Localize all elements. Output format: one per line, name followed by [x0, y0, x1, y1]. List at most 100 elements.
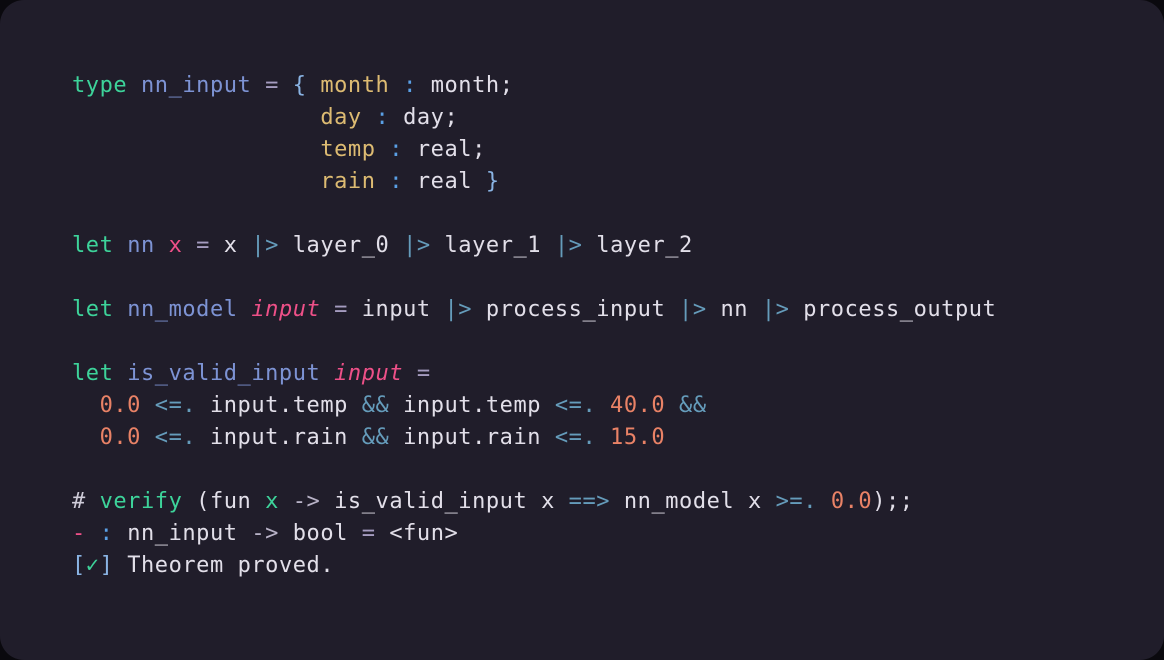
- code-token: [279, 233, 293, 258]
- code-token: [665, 297, 679, 322]
- code-token: [182, 233, 196, 258]
- code-token: day: [320, 105, 362, 130]
- code-token: &&: [679, 393, 707, 418]
- code-token: [472, 297, 486, 322]
- code-token: [376, 169, 390, 194]
- code-token: [789, 297, 803, 322]
- code-token: :: [375, 105, 390, 130]
- code-line: 0.0 <=. input.temp && input.temp <=. 40.…: [72, 390, 1144, 422]
- code-token: [610, 489, 624, 514]
- code-token: [113, 361, 127, 386]
- code-token: month: [320, 73, 390, 98]
- code-token: [665, 393, 679, 418]
- code-token: [403, 169, 417, 194]
- code-token: [762, 489, 776, 514]
- code-token: =: [265, 73, 279, 98]
- code-token: }: [485, 169, 500, 194]
- code-token: [541, 425, 555, 450]
- code-token: [362, 105, 376, 130]
- code-line: [72, 262, 1144, 294]
- code-token: 0.0: [99, 393, 141, 418]
- code-token: layer_1: [444, 233, 542, 258]
- code-token: #: [72, 489, 86, 514]
- code-token: [72, 137, 320, 162]
- code-token: 0.0: [99, 425, 141, 450]
- code-token: [348, 393, 362, 418]
- code-token: 0.0: [830, 489, 873, 514]
- code-token: [: [72, 553, 86, 578]
- code-token: nn_model: [127, 297, 238, 322]
- code-token: let: [72, 297, 114, 322]
- code-token: let: [72, 233, 114, 258]
- code-token: <=.: [554, 393, 597, 418]
- code-token: type: [72, 73, 128, 98]
- code-token: [279, 521, 293, 546]
- code-token: [251, 73, 265, 98]
- code-token: [389, 105, 403, 130]
- code-token: day;: [403, 105, 459, 130]
- code-token: [238, 521, 252, 546]
- code-token: [320, 297, 334, 322]
- code-token: [417, 73, 431, 98]
- code-token: [596, 425, 610, 450]
- code-token: nn: [127, 233, 155, 258]
- code-token: |>: [403, 233, 431, 258]
- code-token: [348, 297, 362, 322]
- code-token: |>: [761, 297, 790, 322]
- code-token: [113, 553, 127, 578]
- code-token: :: [389, 169, 404, 194]
- code-token: [320, 361, 334, 386]
- code-token: [279, 489, 293, 514]
- code-token: [224, 553, 238, 578]
- code-token: [596, 393, 610, 418]
- code-token: [210, 233, 224, 258]
- code-token: ==>: [568, 489, 611, 514]
- code-token: [817, 489, 831, 514]
- code-token: [734, 489, 748, 514]
- code-token: bool: [292, 521, 348, 546]
- code-token: [582, 233, 596, 258]
- code-token: [251, 489, 265, 514]
- code-token: |>: [444, 297, 473, 322]
- code-line: [72, 454, 1144, 486]
- code-token: ]: [99, 553, 114, 578]
- code-token: [86, 489, 100, 514]
- code-token: nn_input: [127, 521, 238, 546]
- code-line: let nn x = x |> layer_0 |> layer_1 |> la…: [72, 230, 1144, 262]
- code-token: [527, 489, 541, 514]
- code-token: ->: [251, 521, 279, 546]
- code-token: [238, 233, 252, 258]
- code-token: [376, 521, 390, 546]
- code-token: rain: [320, 169, 376, 194]
- code-token: let: [72, 361, 114, 386]
- code-token: [376, 137, 390, 162]
- code-token: (fun: [196, 489, 252, 514]
- code-token: verify: [99, 489, 183, 514]
- code-line: [✓] Theorem proved.: [72, 550, 1144, 582]
- code-line: # verify (fun x -> is_valid_input x ==> …: [72, 486, 1144, 518]
- code-token: [155, 233, 169, 258]
- code-token: >=.: [775, 489, 818, 514]
- code-block: type nn_input = { month : month; day : d…: [72, 70, 1144, 582]
- code-line: let is_valid_input input =: [72, 358, 1144, 390]
- code-token: [141, 393, 155, 418]
- code-token: [431, 297, 445, 322]
- code-token: [320, 489, 334, 514]
- code-token: nn: [720, 297, 749, 322]
- code-line: day : day;: [72, 102, 1144, 134]
- code-line: 0.0 <=. input.rain && input.rain <=. 15.…: [72, 422, 1144, 454]
- code-token: [389, 425, 403, 450]
- code-token: x: [265, 489, 279, 514]
- code-line: temp : real;: [72, 134, 1144, 166]
- code-token: input.temp: [403, 393, 542, 418]
- code-token: input.rain: [403, 425, 542, 450]
- code-token: input.rain: [209, 425, 348, 450]
- code-token: [238, 297, 252, 322]
- code-token: ->: [292, 489, 321, 514]
- code-token: [403, 137, 417, 162]
- code-line: let nn_model input = input |> process_in…: [72, 294, 1144, 326]
- code-token: [389, 73, 403, 98]
- code-token: [127, 73, 141, 98]
- code-token: process_output: [803, 297, 997, 322]
- code-token: [431, 233, 445, 258]
